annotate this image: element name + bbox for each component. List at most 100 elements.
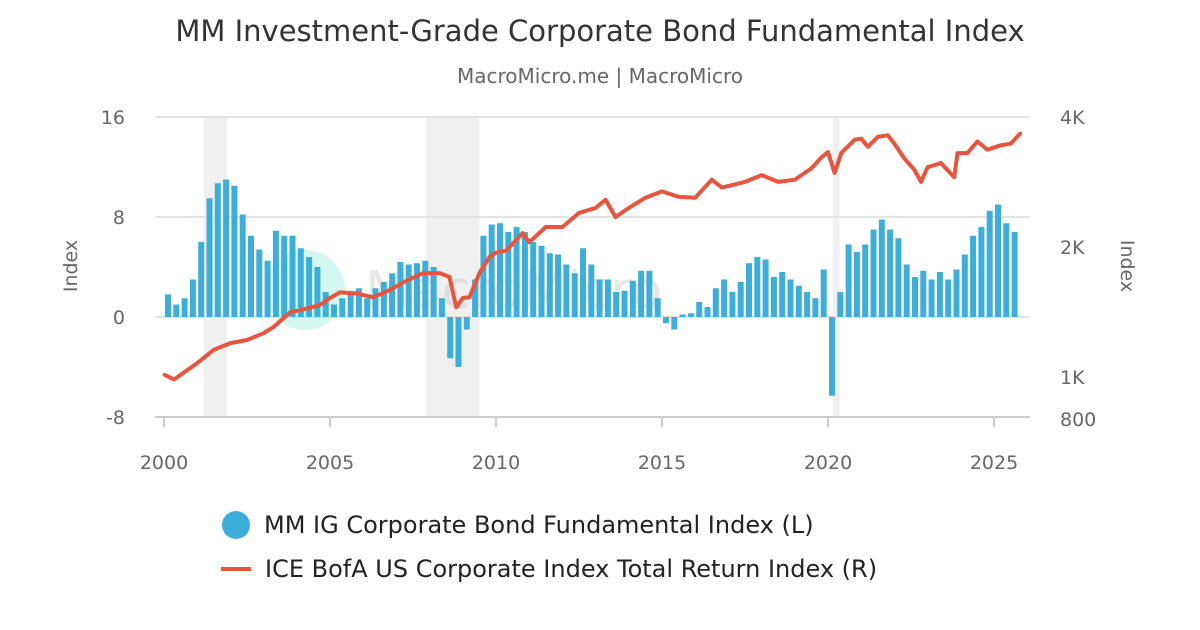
bar — [704, 307, 711, 317]
bar — [364, 298, 371, 317]
bar — [488, 224, 495, 317]
legend-line-icon — [221, 567, 251, 571]
bar — [513, 227, 520, 317]
bar — [596, 279, 603, 317]
bar — [687, 313, 694, 317]
line-point — [487, 255, 491, 259]
bar — [795, 285, 802, 317]
line-point — [912, 168, 916, 172]
right-axis-label: Index — [1116, 240, 1138, 292]
legend-dot-icon — [222, 511, 250, 539]
left-tick-label: 0 — [113, 307, 125, 329]
line-point — [809, 166, 813, 170]
line-point — [301, 307, 305, 311]
x-tick-label: 2025 — [970, 452, 1018, 474]
x-tick-label: 2015 — [638, 452, 686, 474]
bar — [322, 292, 329, 317]
line-point — [388, 288, 392, 292]
bar — [264, 260, 271, 317]
bar — [580, 248, 586, 317]
bar — [804, 292, 811, 317]
line-point — [760, 173, 764, 177]
bar — [878, 219, 885, 317]
bar — [397, 262, 404, 317]
line-point — [272, 325, 276, 329]
line-point — [245, 338, 249, 342]
bar — [355, 288, 362, 317]
bar — [297, 248, 304, 317]
bar — [380, 282, 387, 317]
bar — [331, 304, 337, 317]
bar — [339, 298, 346, 317]
bar — [837, 292, 844, 317]
bar — [638, 270, 645, 317]
bar — [181, 298, 188, 317]
line-point — [819, 155, 823, 159]
bar — [223, 179, 230, 317]
bar — [779, 272, 786, 317]
bar — [862, 244, 869, 317]
bar — [936, 272, 943, 317]
bar — [505, 232, 512, 317]
line-point — [454, 305, 458, 309]
bar — [372, 288, 379, 317]
bar — [165, 294, 171, 317]
bar — [613, 292, 620, 317]
bar — [173, 304, 180, 317]
chart-subtitle: MacroMicro.me | MacroMicro — [457, 64, 743, 88]
bar — [986, 210, 993, 317]
bar — [571, 273, 578, 317]
line-point — [643, 196, 647, 200]
bar — [945, 279, 952, 317]
line-point — [477, 271, 481, 275]
line-point — [577, 211, 581, 215]
bar — [671, 317, 678, 330]
bar — [887, 229, 894, 317]
bar — [729, 292, 736, 317]
bar — [746, 263, 752, 317]
line-point — [421, 271, 425, 275]
bar — [538, 245, 545, 317]
line-point — [839, 151, 843, 155]
line-point — [371, 295, 375, 299]
line-point — [952, 175, 956, 179]
legend-item-ice-bofa-index[interactable]: ICE BofA US Corporate Index Total Return… — [221, 555, 877, 583]
bar — [272, 230, 279, 317]
bar — [281, 235, 288, 317]
bar — [347, 292, 354, 317]
right-tick-label: 4K — [1060, 107, 1085, 129]
bar — [696, 302, 703, 317]
bar — [430, 267, 437, 317]
line-point — [793, 178, 797, 182]
line-point — [355, 291, 359, 295]
bar — [438, 298, 445, 317]
line-point — [965, 151, 969, 155]
bar — [189, 279, 196, 317]
line-point — [172, 377, 176, 381]
line-point — [866, 145, 870, 149]
bar — [206, 198, 213, 317]
x-tick-label: 2020 — [804, 452, 852, 474]
bar — [463, 317, 470, 330]
legend-label: MM IG Corporate Bond Fundamental Index (… — [264, 511, 814, 539]
bar — [530, 242, 537, 317]
left-tick-label: 8 — [113, 207, 125, 229]
line-point — [743, 180, 747, 184]
line-point — [338, 290, 342, 294]
line-point — [1009, 142, 1013, 146]
line-point — [886, 133, 890, 137]
bar — [480, 235, 487, 317]
line-point — [892, 142, 896, 146]
legend-item-fundamental-index[interactable]: MM IG Corporate Bond Fundamental Index (… — [222, 511, 814, 539]
line-point — [527, 240, 531, 244]
line-point — [826, 150, 830, 154]
bar — [389, 273, 396, 317]
line-point — [902, 157, 906, 161]
x-tick-label: 2010 — [472, 452, 520, 474]
line-point — [776, 180, 780, 184]
line-point — [985, 148, 989, 152]
bar — [447, 317, 454, 359]
line-point — [604, 198, 608, 202]
line-point — [975, 140, 979, 144]
left-tick-label: 16 — [101, 107, 125, 129]
